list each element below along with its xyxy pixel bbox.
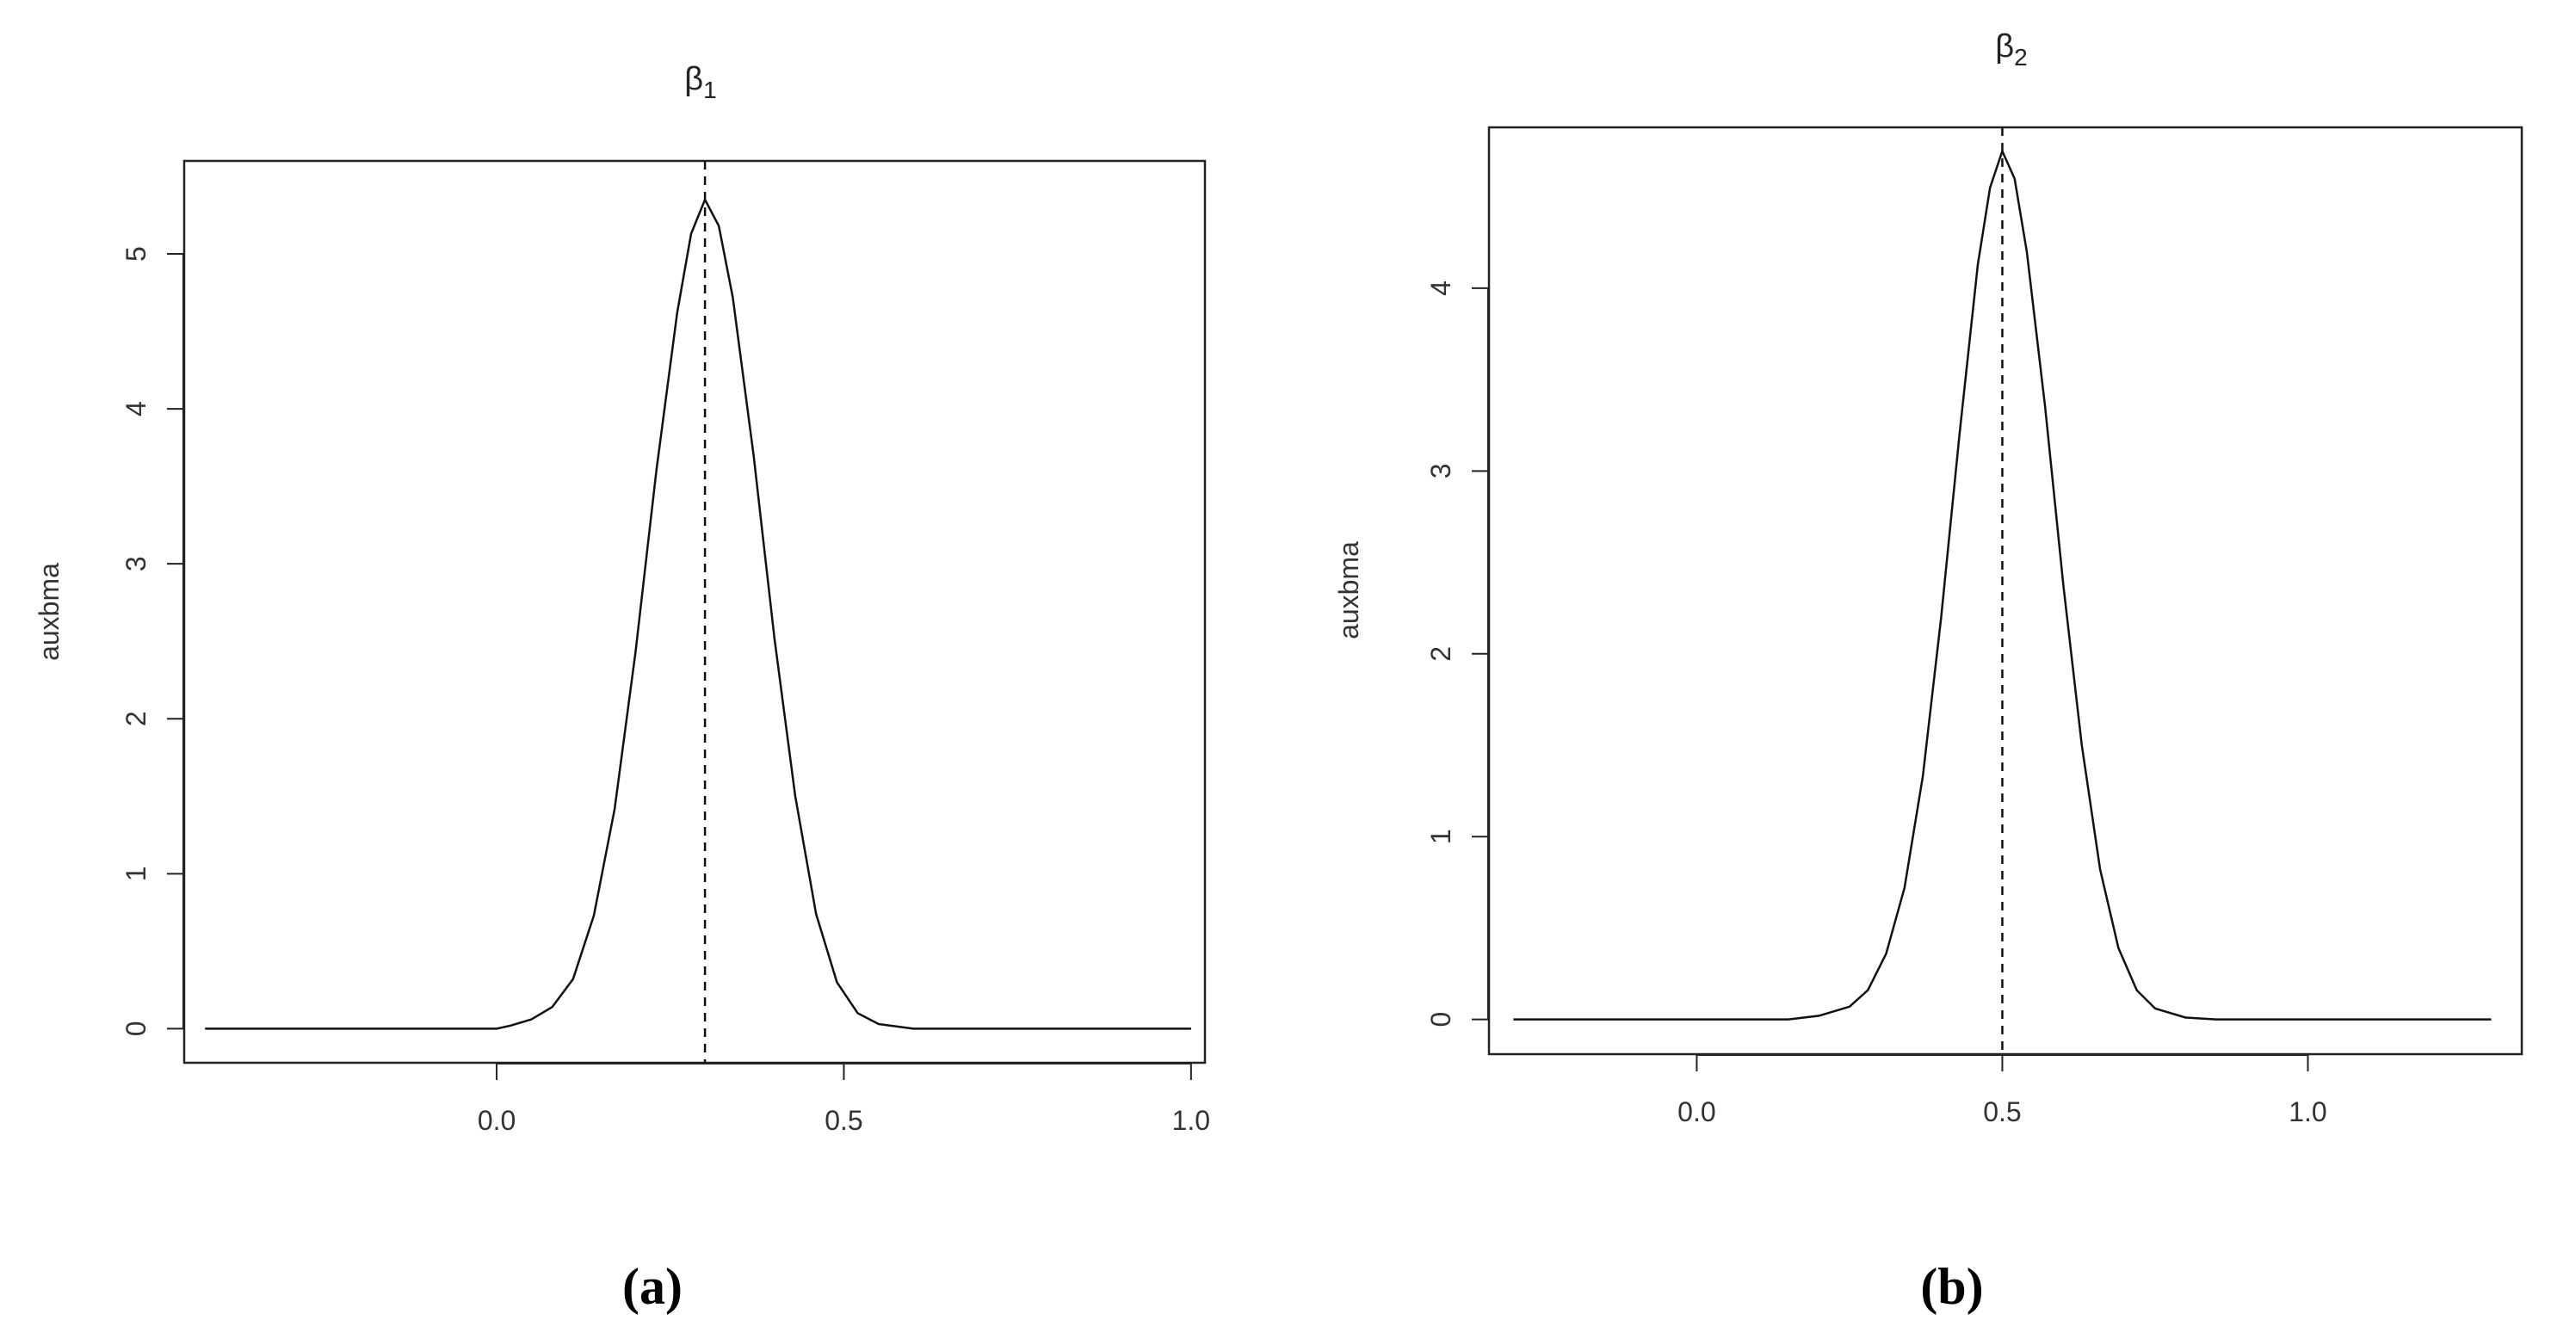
- y-tick-label: 4: [120, 401, 151, 417]
- panel-a-title-subscript: 1: [703, 77, 717, 103]
- panel-a-plot-frame: [182, 159, 1207, 1064]
- y-tick-label: 1: [1425, 829, 1456, 844]
- panel-a-y-axis: 0 1 2 3 4 5: [120, 246, 184, 1036]
- panel-a-title: β1: [684, 61, 716, 103]
- y-tick-label: 1: [120, 866, 151, 881]
- y-tick-label: 3: [120, 556, 151, 571]
- panel-a-title-symbol: β: [684, 61, 703, 97]
- x-tick-label: 0.0: [1677, 1096, 1715, 1127]
- panel-b-plot-area: [1513, 127, 2492, 1054]
- y-tick-label: 0: [1425, 1012, 1456, 1027]
- panel-a-plot-area: [205, 161, 1191, 1063]
- y-tick-label: 2: [120, 711, 151, 726]
- y-tick-label: 5: [120, 246, 151, 262]
- y-tick-label: 2: [1425, 646, 1456, 662]
- panel-b-caption: (b): [1920, 1258, 1983, 1315]
- panel-a-x-axis: 0.0 0.5 1.0: [478, 1063, 1210, 1136]
- panel-b-plot-frame: [1487, 126, 2523, 1056]
- x-tick-label: 1.0: [2289, 1096, 2326, 1127]
- panel-b-title-subscript: 2: [2014, 44, 2028, 71]
- x-tick-label: 0.5: [1983, 1096, 2021, 1127]
- panel-b-y-axis: 0 1 2 3 4: [1425, 281, 1489, 1027]
- panel-b-title: β2: [1995, 28, 2027, 71]
- panel-b-title-symbol: β: [1995, 28, 2014, 65]
- x-tick-label: 0.5: [825, 1105, 862, 1136]
- panel-b-ylabel: auxbma: [1333, 541, 1364, 639]
- panel-a-caption: (a): [622, 1258, 683, 1315]
- panel-b-x-axis: 0.0 0.5 1.0: [1677, 1054, 2327, 1127]
- y-tick-label: 0: [120, 1021, 151, 1036]
- x-tick-label: 1.0: [1172, 1105, 1210, 1136]
- panel-a-ylabel: auxbma: [34, 563, 65, 661]
- y-tick-label: 3: [1425, 463, 1456, 478]
- density-line: [205, 198, 1191, 1030]
- x-tick-label: 0.0: [478, 1105, 516, 1136]
- y-tick-label: 4: [1425, 281, 1456, 296]
